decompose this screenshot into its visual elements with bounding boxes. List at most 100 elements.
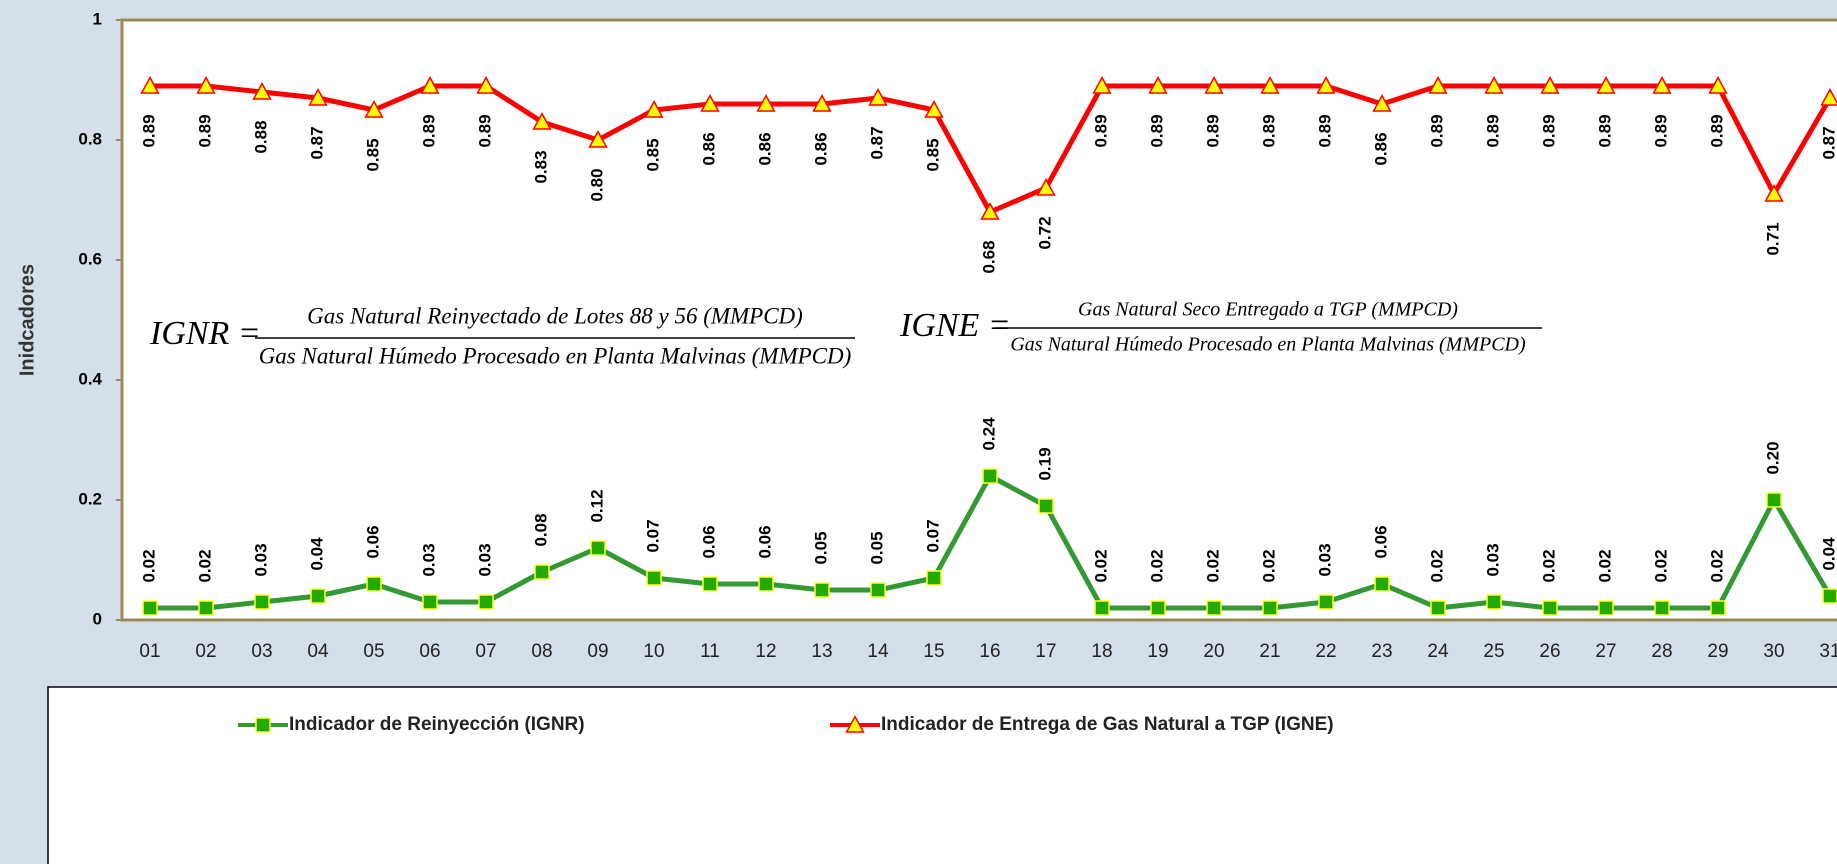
legend-label: Indicador de Entrega de Gas Natural a TG… (881, 714, 1334, 735)
x-tick-label: 24 (1427, 641, 1449, 662)
x-tick-label: 17 (1035, 641, 1056, 662)
data-label: 0.89 (475, 114, 494, 147)
formula-lhs: IGNR = (149, 315, 261, 352)
x-tick-label: 30 (1763, 641, 1784, 662)
data-label: 0.86 (811, 132, 830, 165)
x-tick-label: 29 (1707, 641, 1728, 662)
data-point (476, 76, 496, 94)
data-point (1262, 600, 1278, 616)
data-label: 0.86 (699, 132, 718, 165)
data-label: 0.89 (139, 114, 158, 147)
data-point (700, 94, 720, 112)
data-point (590, 540, 606, 556)
data-label: 0.88 (251, 120, 270, 153)
data-point (422, 594, 438, 610)
x-tick-label: 09 (587, 641, 608, 662)
data-point (982, 468, 998, 484)
x-tick-label: 25 (1483, 641, 1504, 662)
data-label: 0.68 (979, 240, 998, 273)
data-point (1598, 600, 1614, 616)
data-point (1316, 76, 1336, 94)
data-label: 0.24 (979, 417, 998, 451)
x-tick-label: 19 (1147, 641, 1168, 662)
data-label: 0.89 (1707, 114, 1726, 147)
formula-lhs: IGNE = (899, 307, 1011, 344)
data-label: 0.06 (1371, 525, 1390, 558)
data-point (140, 76, 160, 94)
data-point (758, 576, 774, 592)
data-point (812, 94, 832, 112)
data-point (868, 88, 888, 106)
x-tick-label: 07 (475, 641, 496, 662)
x-tick-label: 21 (1259, 641, 1280, 662)
data-point (702, 576, 718, 592)
data-label: 0.06 (363, 525, 382, 558)
y-tick-label: 0.6 (78, 249, 102, 268)
x-tick-label: 13 (811, 641, 832, 662)
data-point (1260, 76, 1280, 94)
data-point (308, 88, 328, 106)
data-label: 0.19 (1035, 447, 1054, 480)
data-point (478, 594, 494, 610)
data-point (198, 600, 214, 616)
data-label: 0.03 (475, 543, 494, 576)
y-tick-label: 0 (93, 609, 102, 628)
data-label: 0.72 (1035, 216, 1054, 249)
data-label: 0.03 (1483, 543, 1502, 576)
formula-numerator: Gas Natural Seco Entregado a TGP (MMPCD) (1078, 299, 1458, 321)
data-point (1654, 600, 1670, 616)
data-point (1036, 178, 1056, 196)
y-tick-label: 0.2 (78, 489, 102, 508)
data-point (532, 112, 552, 130)
x-tick-label: 26 (1539, 641, 1560, 662)
data-label: 0.02 (1259, 549, 1278, 582)
data-label: 0.89 (1203, 114, 1222, 147)
data-point (588, 130, 608, 148)
data-point (1374, 576, 1390, 592)
formula-denominator: Gas Natural Húmedo Procesado en Planta M… (259, 343, 852, 368)
data-point (1542, 600, 1558, 616)
x-tick-label: 20 (1203, 641, 1224, 662)
data-label: 0.07 (923, 519, 942, 552)
data-point (646, 570, 662, 586)
data-label: 0.86 (1371, 132, 1390, 165)
data-point (814, 582, 830, 598)
data-point (1372, 94, 1392, 112)
data-label: 0.03 (419, 543, 438, 576)
x-tick-label: 23 (1371, 641, 1392, 662)
data-label: 0.02 (195, 549, 214, 582)
data-label: 0.85 (923, 138, 942, 171)
data-label: 0.03 (251, 543, 270, 576)
data-point (1484, 76, 1504, 94)
data-label: 0.87 (867, 126, 886, 159)
x-tick-label: 28 (1651, 641, 1672, 662)
x-tick-label: 05 (363, 641, 384, 662)
data-point (924, 100, 944, 118)
x-tick-label: 10 (643, 641, 664, 662)
plot-area (120, 18, 1837, 622)
data-point (534, 564, 550, 580)
data-label: 0.02 (1427, 549, 1446, 582)
data-label: 0.89 (195, 114, 214, 147)
data-point (980, 202, 1000, 220)
x-tick-label: 27 (1595, 641, 1616, 662)
y-axis-label: Inidcadores (16, 264, 38, 376)
data-label: 0.02 (139, 549, 158, 582)
data-label: 0.07 (643, 519, 662, 552)
data-label: 0.89 (1483, 114, 1502, 147)
data-label: 0.85 (363, 138, 382, 171)
data-label: 0.02 (1651, 549, 1670, 582)
data-point (1708, 76, 1728, 94)
legend-box (47, 686, 1837, 864)
formula-denominator: Gas Natural Húmedo Procesado en Planta M… (1010, 334, 1526, 356)
data-point (1204, 76, 1224, 94)
data-point (1092, 76, 1112, 94)
x-tick-label: 14 (867, 641, 889, 662)
data-label: 0.86 (755, 132, 774, 165)
data-label: 0.89 (1539, 114, 1558, 147)
data-point (1430, 600, 1446, 616)
x-tick-label: 04 (307, 641, 329, 662)
data-label: 0.02 (1595, 549, 1614, 582)
data-label: 0.12 (587, 489, 606, 522)
y-tick-label: 0.4 (78, 369, 102, 388)
